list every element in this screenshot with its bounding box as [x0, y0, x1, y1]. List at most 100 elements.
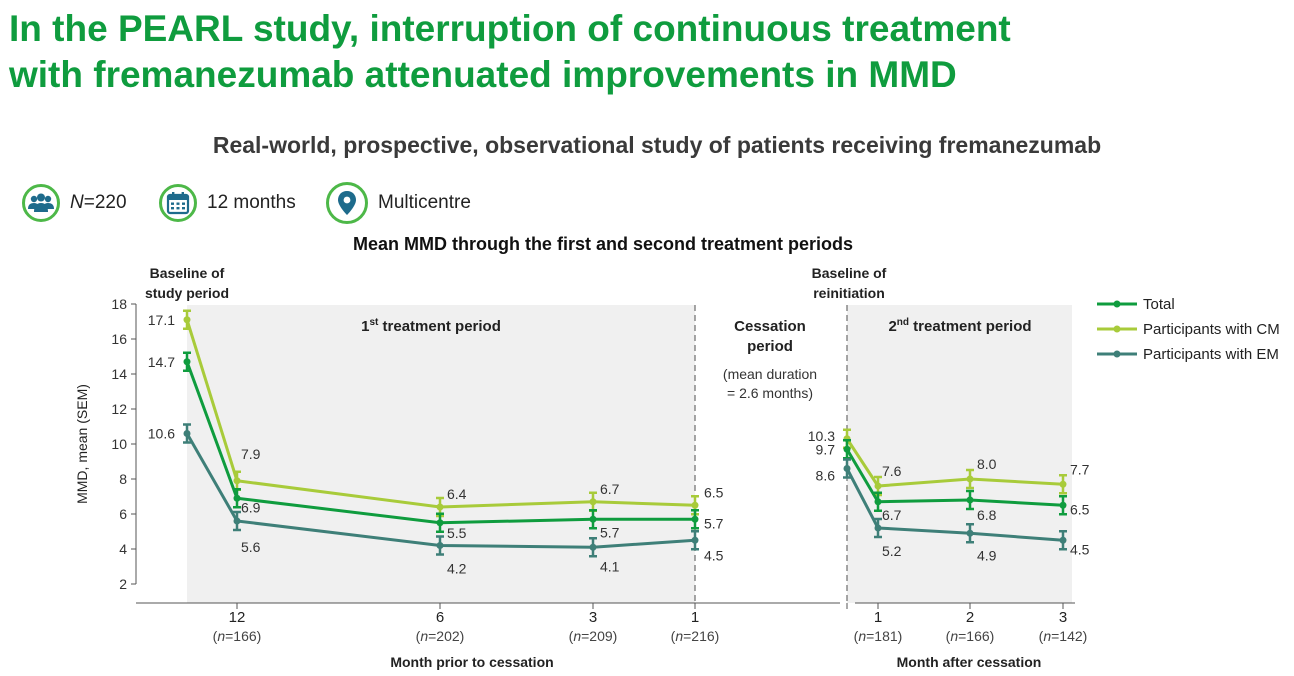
data-label: 14.7 [148, 354, 175, 370]
x-axis-label-first: Month prior to cessation [390, 654, 553, 670]
data-label: 6.4 [447, 486, 467, 502]
series-line-participants-with-cm [845, 437, 1064, 488]
n-value: =220 [83, 192, 127, 213]
data-point [183, 430, 191, 437]
page-subtitle: Real-world, prospective, observational s… [212, 132, 1102, 158]
legend-item-participants-with-cm: Participants with CM [1143, 321, 1280, 338]
data-label: 4.5 [704, 547, 724, 563]
y-tick-label: 10 [111, 436, 127, 452]
data-point [874, 524, 882, 532]
data-point [691, 536, 699, 544]
data-point [1059, 536, 1067, 544]
page-title: In the PEARL study, interruption of cont… [9, 6, 1279, 98]
data-label: 6.7 [600, 481, 620, 497]
x-tick-label: 6 [436, 609, 444, 626]
x-tick-n-label: (n=209) [569, 628, 618, 644]
data-label: 4.9 [977, 547, 997, 563]
data-label: 4.5 [1070, 541, 1090, 557]
data-label: 5.7 [600, 524, 620, 540]
x-tick-n-label: (n=216) [671, 628, 720, 644]
data-point [1059, 501, 1067, 509]
x-tick-n-label: (n=202) [416, 628, 465, 644]
data-label: 5.2 [882, 543, 902, 559]
legend-item-total: Total [1143, 296, 1175, 313]
legend-swatch-dot [1113, 350, 1121, 358]
location-pin-icon [326, 182, 368, 224]
data-point [874, 498, 882, 506]
data-label: 8.0 [977, 456, 997, 472]
data-point [843, 445, 851, 453]
data-label: 4.2 [447, 561, 467, 577]
data-point [436, 519, 444, 527]
data-point [589, 498, 597, 506]
x-tick-n-label: (n=166) [946, 628, 995, 644]
data-label: 8.6 [816, 468, 836, 484]
data-point [874, 482, 882, 490]
chart-title: Mean MMD through the first and second tr… [352, 234, 854, 254]
page-title-line-2: with fremanezumab attenuated improvement… [9, 54, 957, 95]
data-point [183, 316, 191, 324]
data-label: 10.6 [148, 426, 175, 442]
data-label: 9.7 [816, 441, 836, 457]
region-label-first: 1st treatment period [361, 317, 501, 335]
data-label: 7.7 [1070, 461, 1090, 477]
participants-text: N=220 [70, 192, 127, 214]
y-tick-label: 4 [119, 541, 127, 557]
y-axis-label: MMD, mean (SEM) [74, 384, 90, 504]
y-tick-label: 8 [119, 471, 127, 487]
data-label: 5.5 [447, 525, 467, 541]
baseline-label-line-2: study period [145, 285, 229, 301]
sites-text: Multicentre [378, 192, 471, 213]
x-tick-n-label: (n=166) [213, 628, 262, 644]
x-axis-label-second: Month after cessation [897, 654, 1042, 670]
data-point [966, 529, 974, 537]
x-tick-label: 1 [874, 609, 882, 626]
page-title-line-1: In the PEARL study, interruption of cont… [9, 8, 1011, 49]
x-tick-label: 2 [966, 609, 974, 626]
data-label: 7.6 [882, 463, 902, 479]
x-tick-label: 3 [1059, 609, 1067, 626]
data-point [691, 501, 699, 509]
x-tick-n-label: (n=142) [1039, 628, 1088, 644]
data-point [233, 477, 241, 485]
legend-swatch-dot [1113, 325, 1121, 333]
legend-swatch-dot [1113, 300, 1121, 308]
data-label: 17.1 [148, 312, 175, 328]
x-tick-label: 1 [691, 609, 699, 626]
data-label: 6.9 [241, 499, 261, 515]
data-label: 4.1 [600, 558, 620, 574]
data-label: 6.8 [977, 507, 997, 523]
data-label: 10.3 [808, 428, 835, 444]
y-tick-label: 12 [111, 401, 127, 417]
cessation-title-line-2: period [747, 338, 793, 355]
y-tick-label: 16 [111, 331, 127, 347]
y-tick-label: 18 [111, 296, 127, 312]
data-point [589, 543, 597, 551]
duration-info: 12 months [159, 181, 296, 225]
series-line-total [845, 448, 1064, 507]
data-label: 7.9 [241, 446, 261, 462]
data-point [233, 517, 241, 525]
data-label: 6.5 [1070, 501, 1090, 517]
calendar-icon [159, 184, 197, 222]
data-point [1059, 480, 1067, 488]
data-point [843, 465, 851, 472]
baseline-label-line-1: Baseline of [812, 265, 887, 281]
data-point [966, 496, 974, 504]
x-tick-label: 3 [589, 609, 597, 626]
x-tick-n-label: (n=181) [854, 628, 903, 644]
cessation-note-line-2: = 2.6 months) [727, 385, 813, 401]
data-label: 5.7 [704, 515, 724, 531]
duration-text: 12 months [207, 192, 296, 213]
period-2-shading [847, 305, 1072, 603]
data-point [436, 503, 444, 511]
participants-info: N=220 [22, 181, 127, 225]
region-label-second: 2nd treatment period [888, 317, 1031, 335]
series-line-participants-with-em [845, 467, 1064, 542]
data-label: 6.7 [882, 507, 902, 523]
data-point [691, 515, 699, 523]
data-point [589, 515, 597, 523]
data-point [966, 475, 974, 483]
people-icon [22, 184, 60, 222]
